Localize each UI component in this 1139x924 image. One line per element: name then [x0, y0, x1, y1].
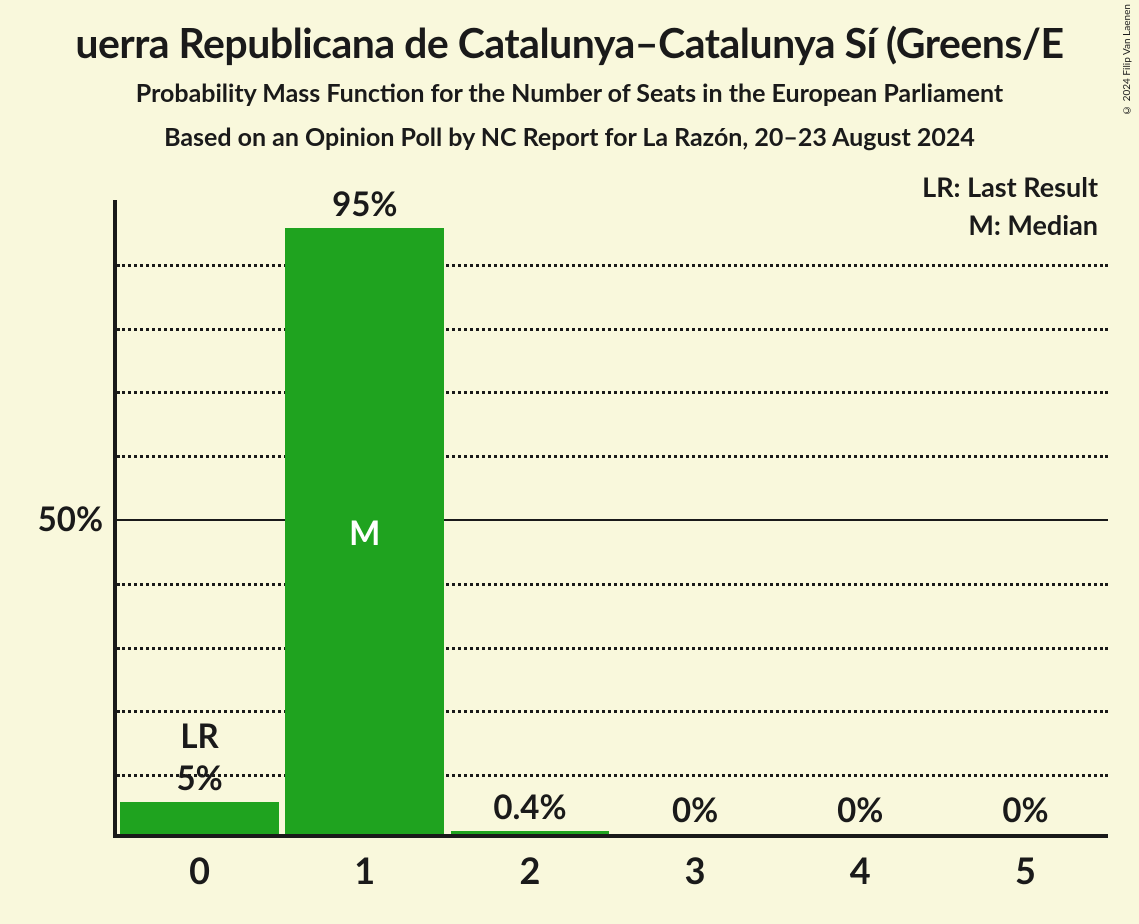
- gridline-minor: [117, 774, 1108, 777]
- gridline-minor: [117, 391, 1108, 394]
- gridline-major: [117, 519, 1108, 521]
- gridline-minor: [117, 455, 1108, 458]
- copyright-notice: © 2024 Filip Van Laenen: [1121, 4, 1133, 116]
- chart-subtitle-2: Based on an Opinion Poll by NC Report fo…: [164, 122, 975, 152]
- bar-value-label: 0%: [672, 790, 718, 830]
- legend-median: M: Median: [968, 208, 1098, 241]
- tag-median: M: [349, 513, 380, 553]
- bar-value-label: 5%: [176, 758, 222, 798]
- bar-value-label: 0%: [1002, 790, 1048, 830]
- x-tick-label: 3: [685, 848, 706, 892]
- x-tick-label: 1: [354, 848, 375, 892]
- gridline-minor: [117, 328, 1108, 331]
- x-tick-label: 5: [1015, 848, 1036, 892]
- bar-value-label: 95%: [332, 184, 397, 224]
- gridline-minor: [117, 264, 1108, 267]
- bar: [451, 831, 610, 834]
- bar: [120, 802, 279, 834]
- x-tick-label: 0: [189, 848, 210, 892]
- y-tick-label: 50%: [38, 499, 103, 539]
- x-tick-label: 4: [850, 848, 871, 892]
- gridline-minor: [117, 647, 1108, 650]
- gridline-minor: [117, 710, 1108, 713]
- bar-value-label: 0%: [837, 790, 883, 830]
- tag-last-result: LR: [180, 716, 218, 756]
- chart-title: uerra Republicana de Catalunya–Catalunya…: [75, 18, 1063, 67]
- plot-area: LR: Last Result M: Median 50%LR5%0M95%10…: [113, 200, 1108, 838]
- x-tick-label: 2: [519, 848, 540, 892]
- gridline-minor: [117, 583, 1108, 586]
- bar-value-label: 0.4%: [493, 787, 566, 827]
- legend-last-result: LR: Last Result: [922, 170, 1098, 203]
- chart-subtitle-1: Probability Mass Function for the Number…: [136, 78, 1003, 108]
- x-axis: [113, 834, 1108, 838]
